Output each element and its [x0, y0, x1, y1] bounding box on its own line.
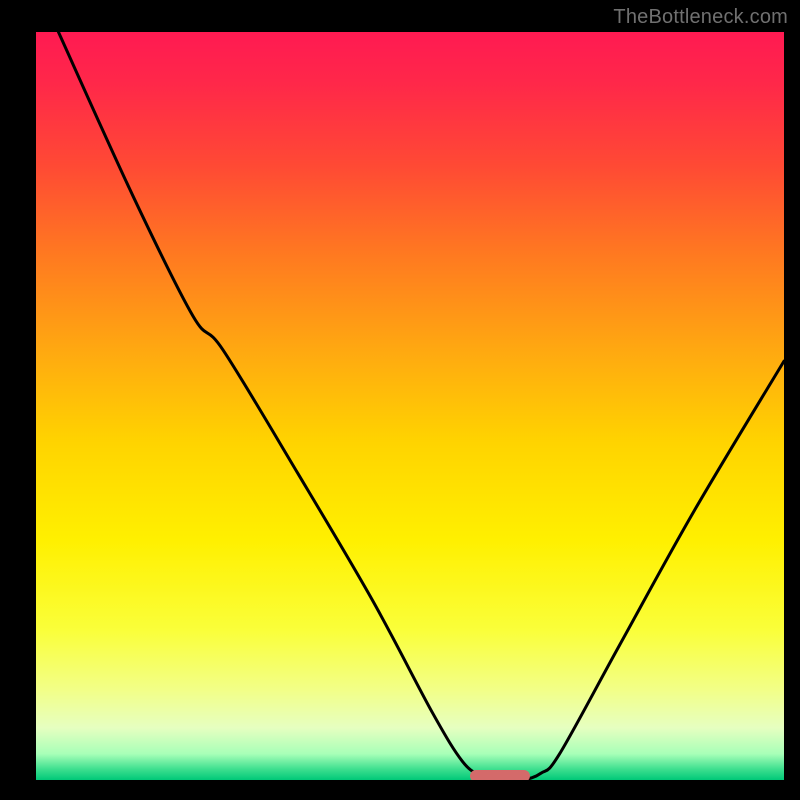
plot-area [36, 32, 784, 780]
optimum-marker [470, 770, 530, 780]
watermark-text: TheBottleneck.com [613, 6, 788, 29]
chart-container: TheBottleneck.com [0, 0, 800, 800]
bottleneck-curve [36, 32, 784, 780]
